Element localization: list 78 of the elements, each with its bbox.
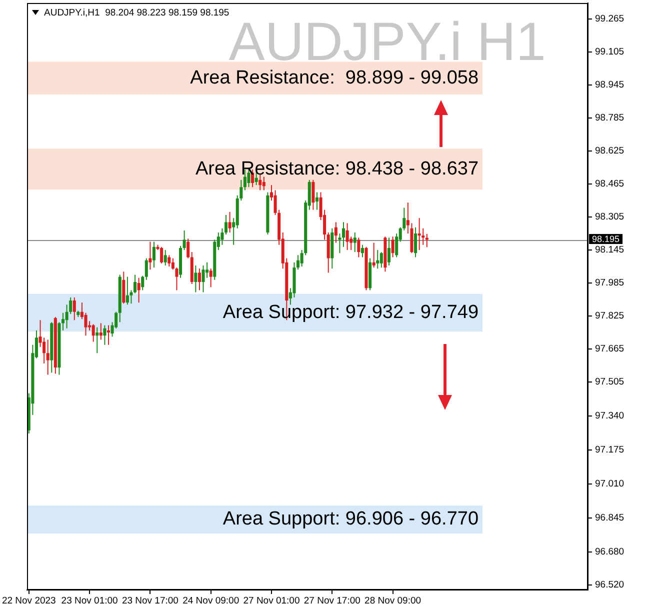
y-tick-label: 96.520: [595, 580, 624, 591]
x-tick-label: 22 Nov 2023: [2, 595, 56, 606]
candlestick: [338, 233, 342, 254]
candlestick: [224, 214, 228, 236]
candlestick: [164, 250, 167, 266]
candlestick: [372, 242, 376, 268]
x-tick-label: 23 Nov 17:00: [122, 595, 178, 606]
candlestick: [228, 211, 232, 233]
candlestick: [126, 276, 129, 306]
candlestick: [141, 275, 144, 291]
candlestick: [96, 326, 99, 354]
candlestick: [137, 277, 140, 304]
candlestick: [357, 237, 360, 258]
candlestick: [342, 222, 346, 248]
candlestick: [414, 226, 418, 258]
y-tick-label: 99.105: [595, 46, 624, 58]
candlestick: [391, 236, 394, 258]
candlestick: [148, 241, 152, 270]
candlestick: [122, 271, 126, 304]
band-label: Area Support: 96.906 - 96.770: [222, 508, 479, 530]
candlestick: [376, 250, 380, 270]
y-tick-label: 98.145: [595, 244, 624, 256]
candlestick: [312, 179, 315, 210]
candlestick: [206, 262, 209, 278]
y-tick-label: 96.845: [595, 512, 624, 524]
candlestick: [326, 232, 330, 274]
y-tick-label: 97.825: [595, 310, 624, 322]
x-tick-label: 24 Nov 09:00: [182, 595, 240, 606]
candlestick: [258, 174, 262, 191]
candlestick: [72, 296, 76, 321]
candlestick: [160, 246, 164, 264]
candlestick: [194, 264, 198, 293]
candlestick: [106, 324, 110, 346]
candlestick: [61, 312, 65, 331]
y-tick-label: 98.625: [595, 146, 624, 157]
candlestick: [296, 254, 300, 270]
candlestick: [262, 176, 266, 191]
y-tick-label: 98.945: [595, 80, 624, 91]
candlestick: [186, 238, 190, 259]
text: AUDJPY.i,H1 98.204 98.223 98.159 98.195: [44, 8, 230, 19]
y-tick-label: 98.785: [595, 112, 624, 124]
band-label: Area Resistance: 98.899 - 99.058: [190, 67, 479, 88]
y-tick-label: 98.305: [595, 212, 624, 223]
candlestick: [315, 192, 318, 210]
candlestick: [202, 264, 205, 293]
band-label: Area Resistance: 98.438 - 98.637: [195, 158, 479, 180]
candlestick: [46, 339, 50, 376]
candlestick: [152, 241, 156, 268]
candlestick: [144, 258, 148, 280]
y-tick-label: 97.340: [595, 410, 624, 422]
ref-line-label: 98.195: [592, 234, 620, 244]
x-tick-label: 27 Nov 17:00: [304, 595, 360, 606]
candlestick: [182, 230, 186, 251]
candlestick: [346, 222, 349, 251]
candlestick: [353, 232, 356, 253]
candlestick: [387, 237, 391, 266]
y-tick-label: 97.175: [595, 444, 624, 456]
candlestick: [168, 254, 171, 267]
x-tick-label: 23 Nov 01:00: [61, 595, 118, 606]
candlestick: [418, 218, 421, 251]
y-tick-label: 99.265: [595, 14, 624, 25]
candlestick: [209, 268, 212, 288]
y-tick-label: 97.665: [595, 344, 624, 355]
candlestick: [198, 268, 201, 291]
x-tick-label: 28 Nov 09:00: [364, 595, 422, 606]
y-tick-label: 97.985: [595, 278, 624, 289]
candlestick: [360, 244, 364, 258]
x-tick-label: 27 Nov 01:00: [243, 595, 300, 606]
y-tick-label: 97.010: [595, 478, 624, 490]
candlestick: [334, 222, 338, 244]
candlestick: [99, 322, 102, 340]
y-tick-label: 96.680: [595, 546, 624, 558]
candlestick: [134, 274, 137, 294]
y-tick-label: 97.505: [595, 376, 624, 388]
y-tick-label: 98.465: [595, 178, 624, 190]
candlestick: [103, 324, 106, 346]
candlestick: [92, 324, 95, 342]
candlestick: [380, 252, 383, 268]
